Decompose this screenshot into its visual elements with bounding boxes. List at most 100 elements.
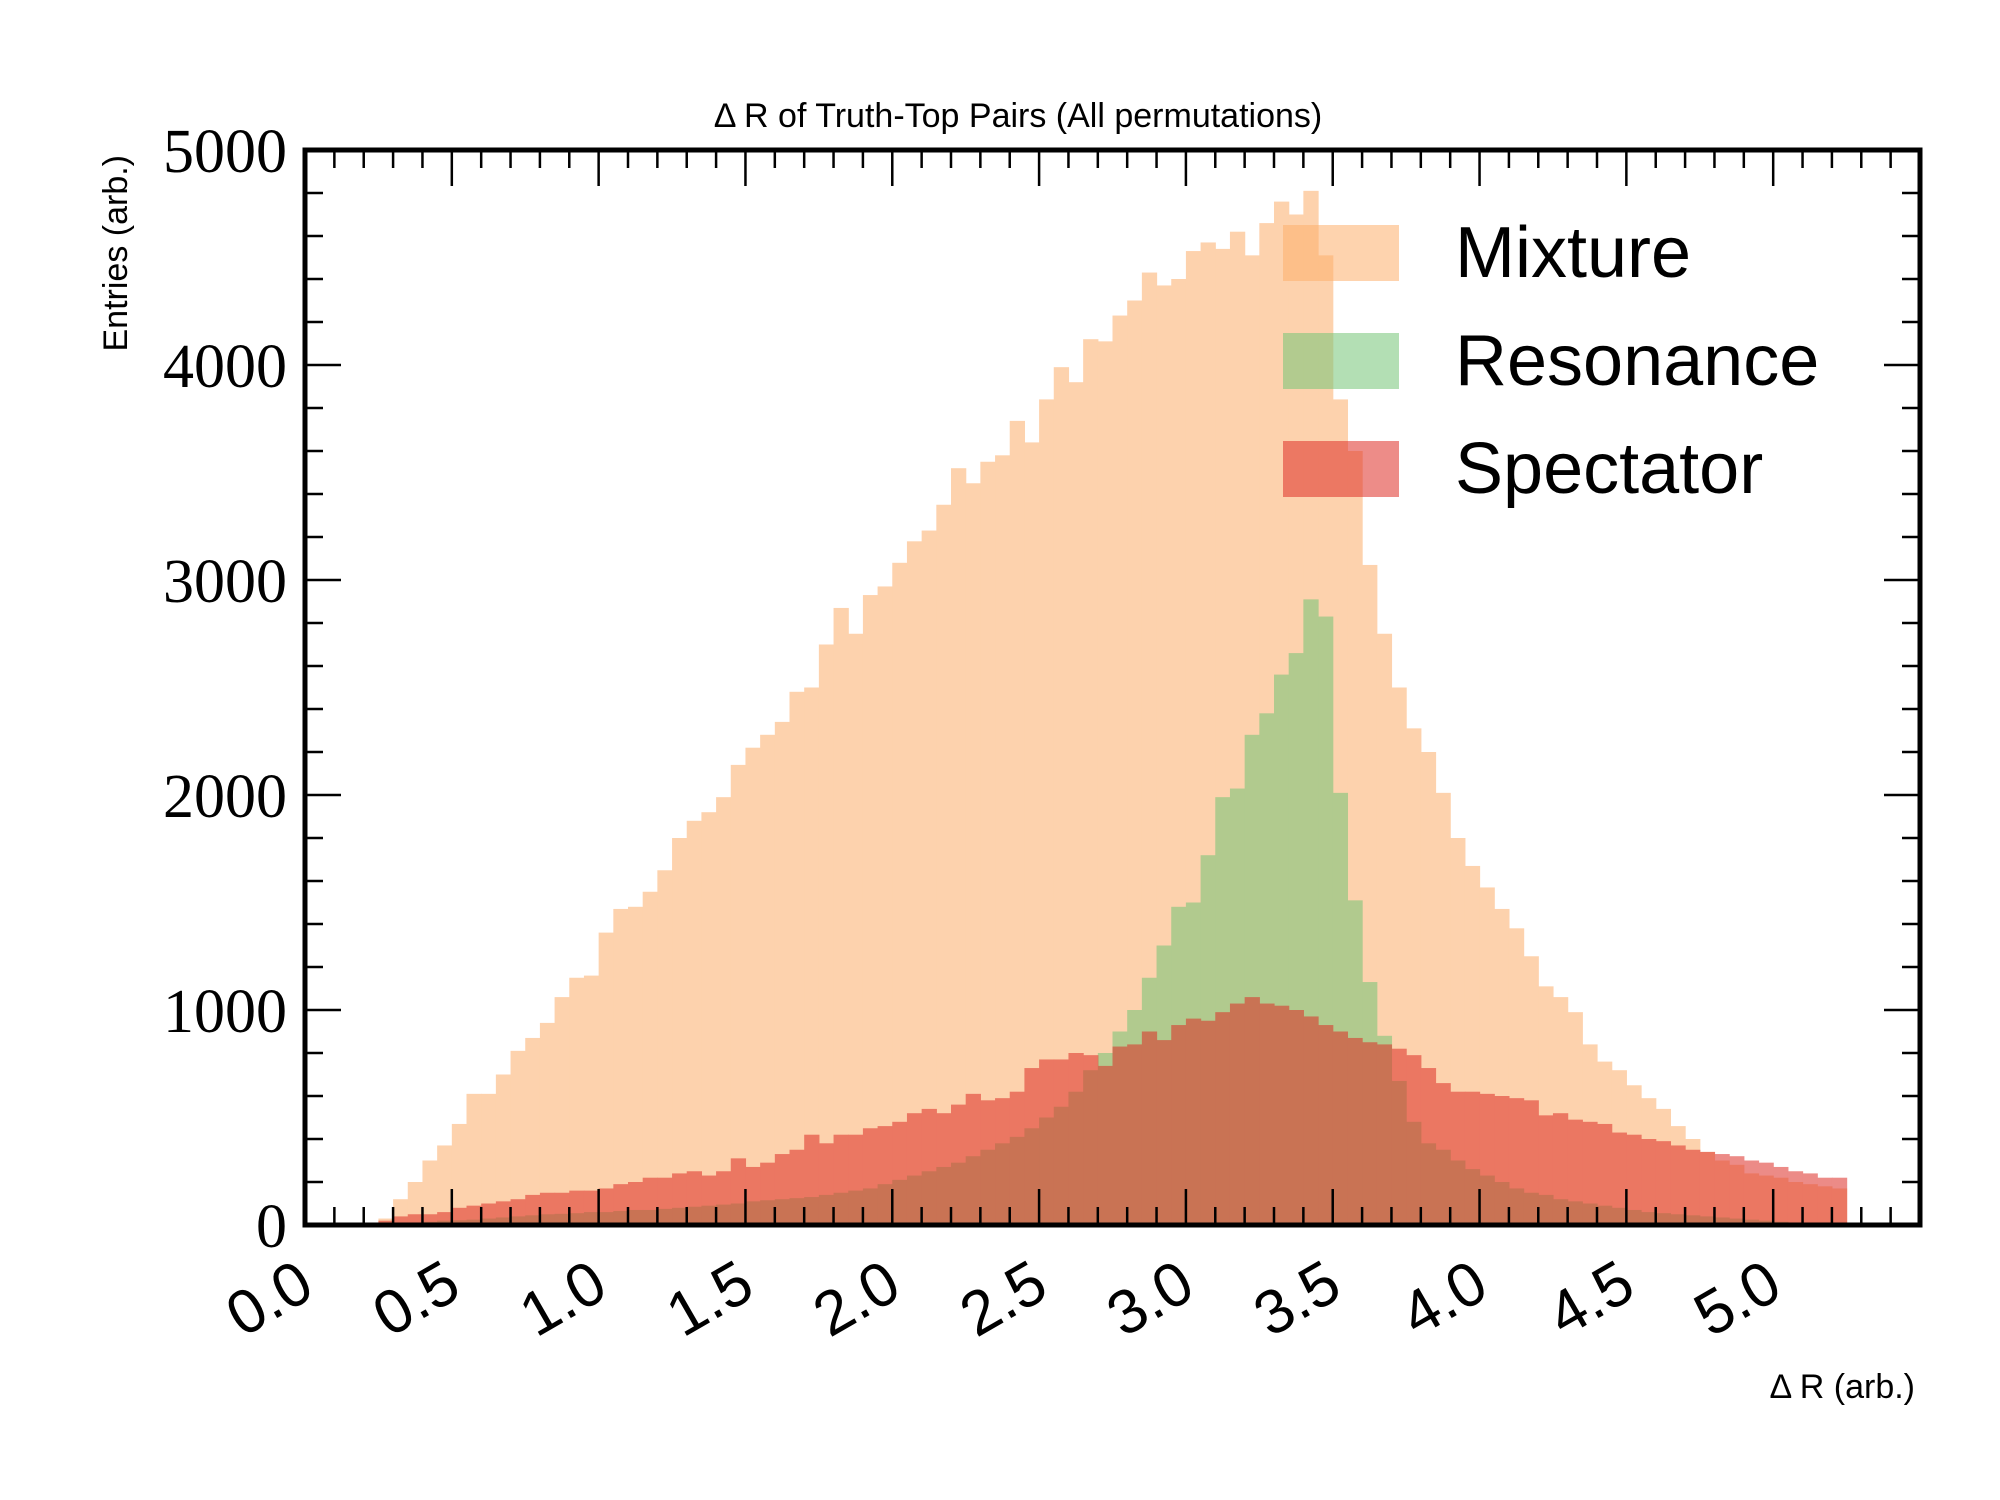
bar-mixture	[877, 586, 893, 1225]
bar-spectator	[1229, 1003, 1246, 1225]
bar-spectator	[422, 1214, 438, 1225]
bar-mixture	[921, 530, 937, 1225]
bar-spectator	[936, 1113, 952, 1225]
bar-spectator	[1039, 1059, 1055, 1225]
bar-mixture	[583, 975, 600, 1225]
bar-spectator	[892, 1121, 908, 1225]
bar-spectator	[730, 1158, 747, 1225]
bar-spectator	[466, 1205, 482, 1225]
bar-mixture	[672, 838, 688, 1225]
bar-spectator	[1729, 1156, 1745, 1225]
bar-mixture	[701, 812, 717, 1225]
bar-spectator	[1112, 1046, 1128, 1225]
bar-spectator	[1538, 1115, 1554, 1225]
bar-spectator	[1068, 1053, 1084, 1225]
x-tick-label: 0.0	[215, 1247, 324, 1350]
x-tick-label: 0.5	[362, 1247, 471, 1350]
bar-spectator	[951, 1104, 967, 1225]
bar-mixture	[716, 797, 732, 1225]
bar-mixture	[892, 562, 908, 1225]
bar-spectator	[1655, 1141, 1672, 1225]
bar-spectator	[716, 1171, 732, 1225]
bar-spectator	[628, 1182, 644, 1225]
x-tick-label: 3.0	[1096, 1247, 1205, 1350]
bar-spectator	[437, 1212, 453, 1225]
bar-mixture	[833, 607, 849, 1225]
bar-spectator	[554, 1192, 570, 1225]
bar-mixture	[451, 1123, 468, 1225]
bar-mixture	[628, 906, 644, 1225]
bar-spectator	[569, 1190, 585, 1225]
bar-spectator	[1523, 1100, 1539, 1225]
bar-mixture	[686, 820, 703, 1225]
bar-spectator	[774, 1154, 791, 1225]
bar-spectator	[745, 1166, 761, 1225]
bar-spectator	[848, 1134, 864, 1225]
bar-spectator	[1420, 1068, 1437, 1225]
bar-spectator	[877, 1126, 893, 1225]
bar-spectator	[789, 1149, 805, 1225]
bar-spectator	[906, 1113, 923, 1225]
bar-spectator	[1127, 1044, 1143, 1225]
bar-spectator	[1141, 1031, 1158, 1225]
bar-mixture	[422, 1160, 438, 1225]
bar-spectator	[1567, 1119, 1583, 1225]
bar-spectator	[701, 1175, 717, 1225]
bar-spectator	[804, 1134, 820, 1225]
bar-spectator	[965, 1093, 981, 1225]
bar-mixture	[848, 633, 864, 1225]
bar-mixture	[598, 932, 614, 1225]
bar-mixture	[804, 687, 820, 1225]
bar-spectator	[1699, 1151, 1716, 1225]
bar-mixture	[789, 691, 805, 1225]
bar-spectator	[760, 1162, 776, 1225]
bar-mixture	[525, 1037, 541, 1225]
bar-spectator	[1508, 1098, 1525, 1225]
bar-spectator	[1347, 1037, 1363, 1225]
bar-spectator	[1156, 1040, 1172, 1225]
bar-spectator	[1758, 1162, 1774, 1225]
bar-mixture	[1097, 341, 1114, 1226]
bar-spectator	[1597, 1123, 1613, 1225]
bar-mixture	[1127, 300, 1143, 1225]
bar-mixture	[906, 541, 923, 1225]
bar-spectator	[613, 1184, 629, 1225]
bar-mixture	[995, 455, 1011, 1225]
bar-spectator	[1376, 1044, 1393, 1225]
bar-spectator	[995, 1098, 1011, 1225]
bar-spectator	[407, 1214, 424, 1225]
bar-spectator	[1024, 1068, 1040, 1225]
bar-spectator	[1171, 1025, 1187, 1225]
bar-mixture	[862, 595, 879, 1225]
y-tick-label: 5000	[163, 118, 287, 186]
legend-swatch-resonance	[1283, 333, 1399, 389]
bar-mixture	[554, 997, 570, 1225]
y-tick-label: 0	[256, 1193, 287, 1261]
bar-spectator	[1494, 1096, 1510, 1225]
bar-mixture	[437, 1145, 453, 1225]
bar-spectator	[539, 1192, 556, 1225]
bar-spectator	[1552, 1113, 1569, 1225]
legend-swatch-mixture	[1283, 225, 1399, 281]
y-tick-label: 2000	[163, 763, 287, 831]
bar-spectator	[1244, 997, 1260, 1225]
bar-mixture	[965, 483, 981, 1225]
bar-spectator	[1009, 1091, 1026, 1225]
bar-spectator	[1185, 1018, 1202, 1225]
bar-spectator	[451, 1207, 468, 1225]
bar-spectator	[980, 1100, 996, 1225]
chart-title: Δ R of Truth-Top Pairs (All permutations…	[714, 97, 1322, 135]
bar-mixture	[980, 461, 996, 1225]
y-axis-label: Entries (arb.)	[97, 155, 135, 352]
bar-spectator	[1831, 1177, 1848, 1225]
x-tick-label: 1.5	[655, 1247, 764, 1350]
x-tick-label: 1.0	[508, 1247, 617, 1350]
bar-spectator	[1670, 1145, 1686, 1225]
bar-spectator	[657, 1177, 673, 1225]
bar-spectator	[583, 1190, 600, 1225]
x-tick-label: 2.5	[949, 1247, 1058, 1350]
bar-mixture	[730, 764, 747, 1225]
bar-spectator	[1215, 1012, 1231, 1225]
bar-spectator	[1435, 1083, 1451, 1225]
y-tick-labels: 0 1000 2000 3000 4000 5000	[163, 118, 287, 1261]
